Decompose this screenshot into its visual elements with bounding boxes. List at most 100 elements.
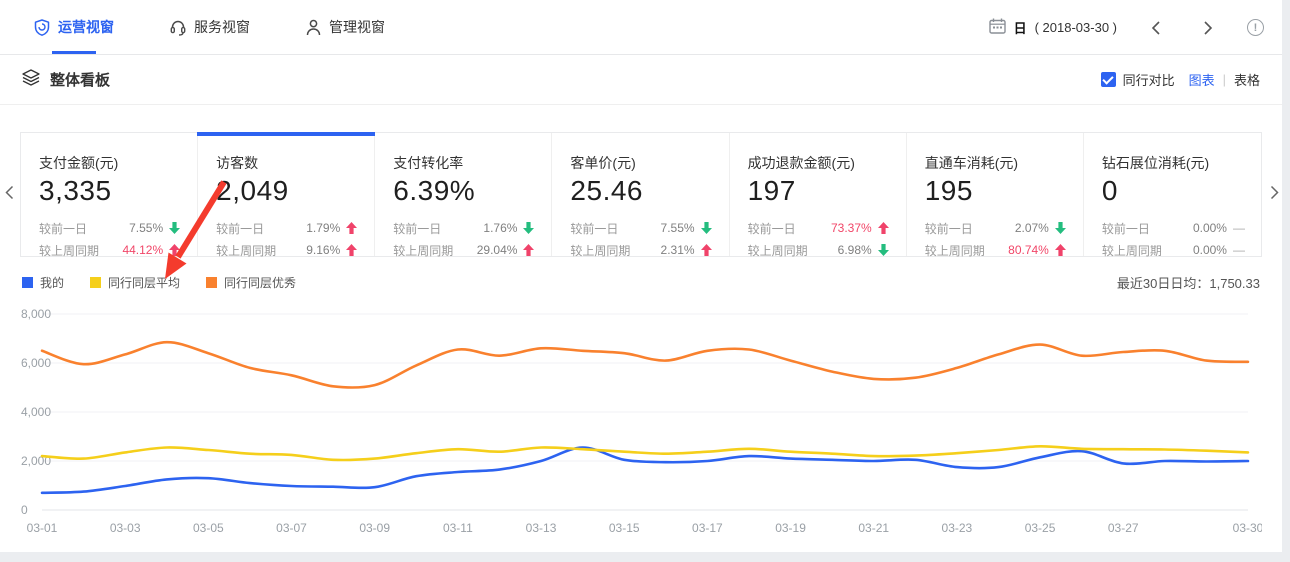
metric-compare-row: 较前一日 1.79% — [216, 217, 358, 239]
legend-label: 同行同层平均 — [108, 276, 181, 290]
compare-value: 2.07% — [1014, 221, 1049, 235]
tab-label: 运营视窗 — [58, 19, 114, 35]
date-controls: 日 ( 2018-03-30 ) ! — [988, 0, 1264, 55]
compare-label: 较上周同期 — [570, 243, 631, 258]
view-tabs: 运营视窗 服务视窗 管理视窗 — [0, 0, 429, 54]
compare-value: 0.00% — [1192, 243, 1227, 257]
carousel-left-icon[interactable] — [5, 185, 14, 204]
metric-card[interactable]: 支付金额(元) 3,335 较前一日 7.55% 较上周同期 44.12% — [21, 133, 199, 258]
headset-icon — [170, 19, 186, 36]
metric-value: 2,049 — [216, 175, 289, 206]
metric-card[interactable]: 支付转化率 6.39% 较前一日 1.76% 较上周同期 29.04% — [375, 133, 553, 258]
metric-compare-row: 较前一日 73.37% — [748, 217, 890, 239]
compare-value: 73.37% — [831, 221, 872, 235]
metric-cards-row: 支付金额(元) 3,335 较前一日 7.55% 较上周同期 44.12% 访客数 2,049… — [20, 132, 1262, 258]
x-axis-label: 03-07 — [276, 521, 307, 535]
series-line-同行同层优秀 — [40, 340, 1250, 389]
table-view-toggle[interactable]: 表格 — [1233, 73, 1260, 88]
chart-legend: 我的 同行同层平均 同行同层优秀 — [22, 274, 296, 291]
previous-date-button[interactable] — [1143, 15, 1169, 41]
legend-swatch — [22, 277, 33, 288]
compare-label: 较上周同期 — [393, 243, 454, 258]
compare-value: 6.98% — [837, 243, 872, 257]
tab-service[interactable]: 服务视窗 — [158, 0, 262, 54]
metric-compare-row: 较上周同期 2.31% — [570, 239, 712, 261]
info-icon[interactable]: ! — [1247, 19, 1264, 36]
chart-view-toggle[interactable]: 图表 — [1188, 73, 1215, 88]
compare-label: 较上周同期 — [216, 243, 277, 258]
legend-swatch — [90, 277, 102, 288]
x-axis-label: 03-03 — [110, 521, 141, 535]
x-axis-label: 03-09 — [359, 521, 390, 535]
compare-value: 80.74% — [1008, 243, 1049, 257]
metric-card-selected[interactable]: 访客数 2,049 较前一日 1.79% 较上周同期 9.16% — [197, 132, 376, 258]
metric-title: 客单价(元) — [570, 155, 636, 171]
metric-compare-row: 较前一日 1.76% — [393, 217, 535, 239]
compare-label: 较上周同期 — [924, 243, 985, 258]
daily-average-note: 最近30日日均：1,750.33 — [1116, 276, 1260, 291]
metric-cards-carousel: 支付金额(元) 3,335 较前一日 7.55% 较上周同期 44.12% 访客数 2,049… — [5, 132, 1279, 258]
metric-card[interactable]: 直通车消耗(元) 195 较前一日 2.07% 较上周同期 80.74% — [907, 133, 1084, 258]
next-date-button[interactable] — [1195, 15, 1221, 41]
metric-card[interactable]: 客单价(元) 25.46 较前一日 7.55% 较上周同期 2.31% — [552, 133, 730, 258]
metric-title: 访客数 — [216, 155, 259, 171]
metric-title: 成功退款金额(元) — [747, 155, 855, 171]
y-axis-label: 6,000 — [21, 356, 51, 370]
peer-compare-label: 同行对比 — [1122, 73, 1175, 88]
metric-compare-row: 较上周同期 6.98% — [748, 239, 890, 261]
x-axis-label: 03-11 — [443, 521, 473, 535]
calendar-icon — [988, 18, 1006, 37]
metric-card[interactable]: 钻石展位消耗(元) 0 较前一日 0.00% — 较上周同期 0.00% — — [1084, 133, 1261, 258]
compare-value: 29.04% — [476, 243, 518, 257]
legend-item[interactable]: 同行同层平均 — [90, 274, 180, 291]
peer-compare-toggle[interactable]: 同行对比 — [1100, 70, 1175, 89]
arrow-down-icon — [169, 222, 181, 234]
metric-value: 195 — [924, 175, 973, 206]
metric-compare-row: 较前一日 7.55% — [570, 217, 712, 239]
legend-item[interactable]: 我的 — [22, 274, 64, 291]
arrow-up-icon — [700, 244, 712, 256]
peer-compare-checkbox[interactable] — [1100, 72, 1116, 87]
x-axis-label: 03-01 — [27, 521, 58, 535]
legend-swatch — [206, 277, 218, 288]
compare-label: 较前一日 — [1101, 221, 1150, 236]
arrow-up-icon — [1054, 244, 1066, 256]
x-axis-label: 03-30 — [1233, 521, 1262, 535]
shield-icon — [34, 18, 50, 36]
series-line-同行同层平均 — [40, 444, 1250, 462]
metric-title: 支付转化率 — [393, 155, 464, 171]
metric-compare-row: 较前一日 2.07% — [925, 217, 1067, 239]
metric-card[interactable]: 成功退款金额(元) 197 较前一日 73.37% 较上周同期 6.98% — [730, 133, 907, 258]
x-axis-label: 03-27 — [1108, 521, 1139, 535]
tab-management[interactable]: 管理视窗 — [294, 0, 397, 54]
trend-chart: 0 2,000 4,000 6,000 8,000 03-01 03-03 03-05 03-0… — [20, 296, 1264, 549]
compare-label: 较上周同期 — [1101, 243, 1162, 258]
y-axis-label: 8,000 — [21, 307, 51, 321]
metric-compare-row: 较上周同期 0.00% — — [1102, 239, 1245, 261]
x-axis-label: 03-05 — [193, 521, 224, 535]
compare-label: 较上周同期 — [39, 243, 100, 258]
metric-compare-row: 较上周同期 44.12% — [39, 239, 181, 261]
compare-label: 较前一日 — [570, 221, 619, 236]
metric-value: 197 — [747, 175, 796, 206]
arrow-down-icon — [877, 244, 889, 256]
metric-value: 25.46 — [570, 175, 643, 206]
carousel-right-icon[interactable] — [1270, 185, 1279, 204]
date-granularity-label: 日 — [1013, 21, 1027, 36]
metric-compare-row: 较上周同期 9.16% — [216, 239, 358, 261]
tab-label: 管理视窗 — [329, 19, 385, 35]
tab-label: 服务视窗 — [194, 19, 250, 35]
date-picker[interactable]: 日 ( 2018-03-30 ) — [988, 18, 1117, 37]
compare-label: 较上周同期 — [747, 243, 808, 258]
compare-label: 较前一日 — [747, 221, 796, 236]
legend-item[interactable]: 同行同层优秀 — [206, 274, 296, 291]
tab-operations[interactable]: 运营视窗 — [22, 0, 126, 54]
compare-value: 2.31% — [660, 243, 695, 257]
compare-value: 7.55% — [129, 221, 164, 235]
metric-compare-row: 较上周同期 80.74% — [925, 239, 1067, 261]
compare-label: 较前一日 — [924, 221, 973, 236]
arrow-down-icon — [523, 222, 535, 234]
metric-title: 支付金额(元) — [39, 155, 119, 171]
x-axis-label: 03-21 — [858, 521, 889, 535]
